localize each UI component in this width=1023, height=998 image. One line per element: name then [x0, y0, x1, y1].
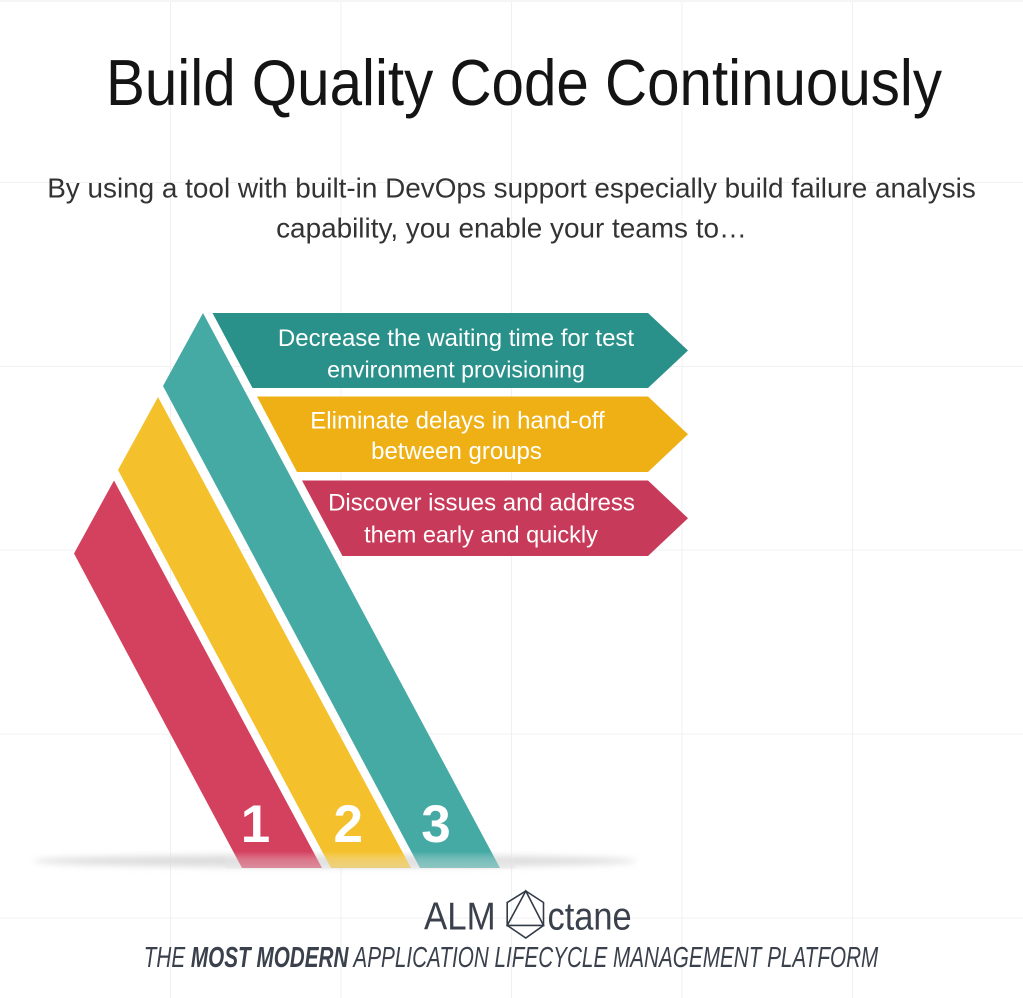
svg-text:2: 2 [334, 795, 363, 854]
svg-text:ALM: ALM [424, 895, 496, 938]
svg-text:By using a tool with built-in: By using a tool with built-in DevOps sup… [47, 173, 976, 204]
svg-text:3: 3 [421, 795, 450, 854]
svg-text:Discover issues and address: Discover issues and address [328, 490, 635, 517]
svg-text:1: 1 [241, 795, 270, 854]
svg-text:environment provisioning: environment provisioning [327, 357, 585, 383]
svg-text:Build Quality Code Continuousl: Build Quality Code Continuously [106, 47, 942, 120]
svg-text:them early and quickly: them early and quickly [364, 521, 598, 547]
svg-text:ctane: ctane [548, 895, 632, 938]
svg-text:between groups: between groups [371, 438, 542, 465]
svg-text:THE MOST MODERN APPLICATION LI: THE MOST MODERN APPLICATION LIFECYCLE MA… [144, 942, 879, 974]
svg-text:Eliminate delays in hand-off: Eliminate delays in hand-off [310, 408, 605, 435]
svg-text:capability, you enable your te: capability, you enable your teams to… [276, 213, 747, 244]
svg-text:Decrease the waiting time for: Decrease the waiting time for test [278, 325, 634, 352]
